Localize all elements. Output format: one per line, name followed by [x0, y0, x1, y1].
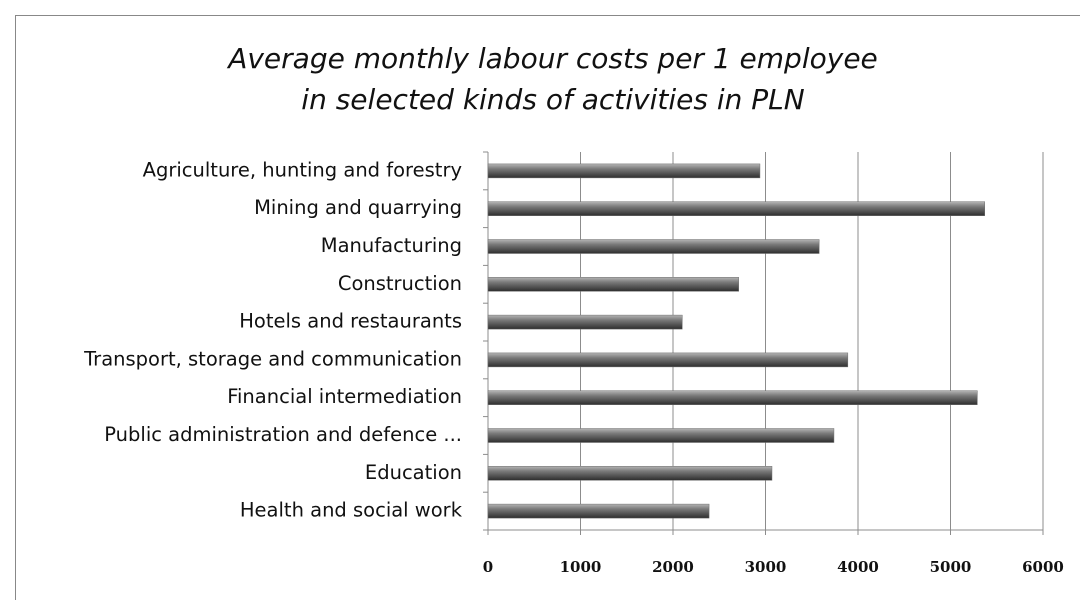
bar: [487, 239, 820, 254]
x-tick-label: 2000: [652, 558, 694, 576]
y-tick-label: Construction: [338, 272, 462, 295]
x-tick-label: 5000: [930, 558, 972, 576]
y-tick-label: Education: [365, 461, 462, 484]
y-tick-label: Health and social work: [240, 499, 463, 522]
chart-frame: [15, 15, 1080, 600]
y-tick-label: Mining and quarrying: [254, 196, 462, 219]
bar: [487, 466, 773, 481]
bar: [487, 428, 835, 443]
chart-title: in selected kinds of activities in PLN: [301, 83, 804, 116]
bar: [487, 352, 849, 368]
y-tick-label: Transport, storage and communication: [83, 347, 462, 370]
y-tick-label: Hotels and restaurants: [239, 310, 462, 333]
bar: [487, 503, 710, 519]
y-tick-label: Financial intermediation: [227, 385, 462, 408]
bar: [487, 163, 761, 179]
y-tick-label: Agriculture, hunting and forestry: [143, 158, 462, 181]
y-tick-label: Manufacturing: [321, 234, 462, 257]
bar: [487, 201, 985, 216]
bar: [487, 390, 978, 405]
x-tick-label: 1000: [560, 558, 602, 576]
x-tick-label: 6000: [1022, 558, 1064, 576]
x-tick-label: 3000: [745, 558, 787, 576]
chart-title: Average monthly labour costs per 1 emplo…: [226, 42, 878, 75]
x-tick-label: 0: [483, 558, 493, 576]
x-tick-label: 4000: [837, 558, 879, 576]
bar: [487, 277, 739, 292]
y-tick-label: Public administration and defence ...: [104, 423, 462, 446]
bar: [487, 314, 683, 330]
